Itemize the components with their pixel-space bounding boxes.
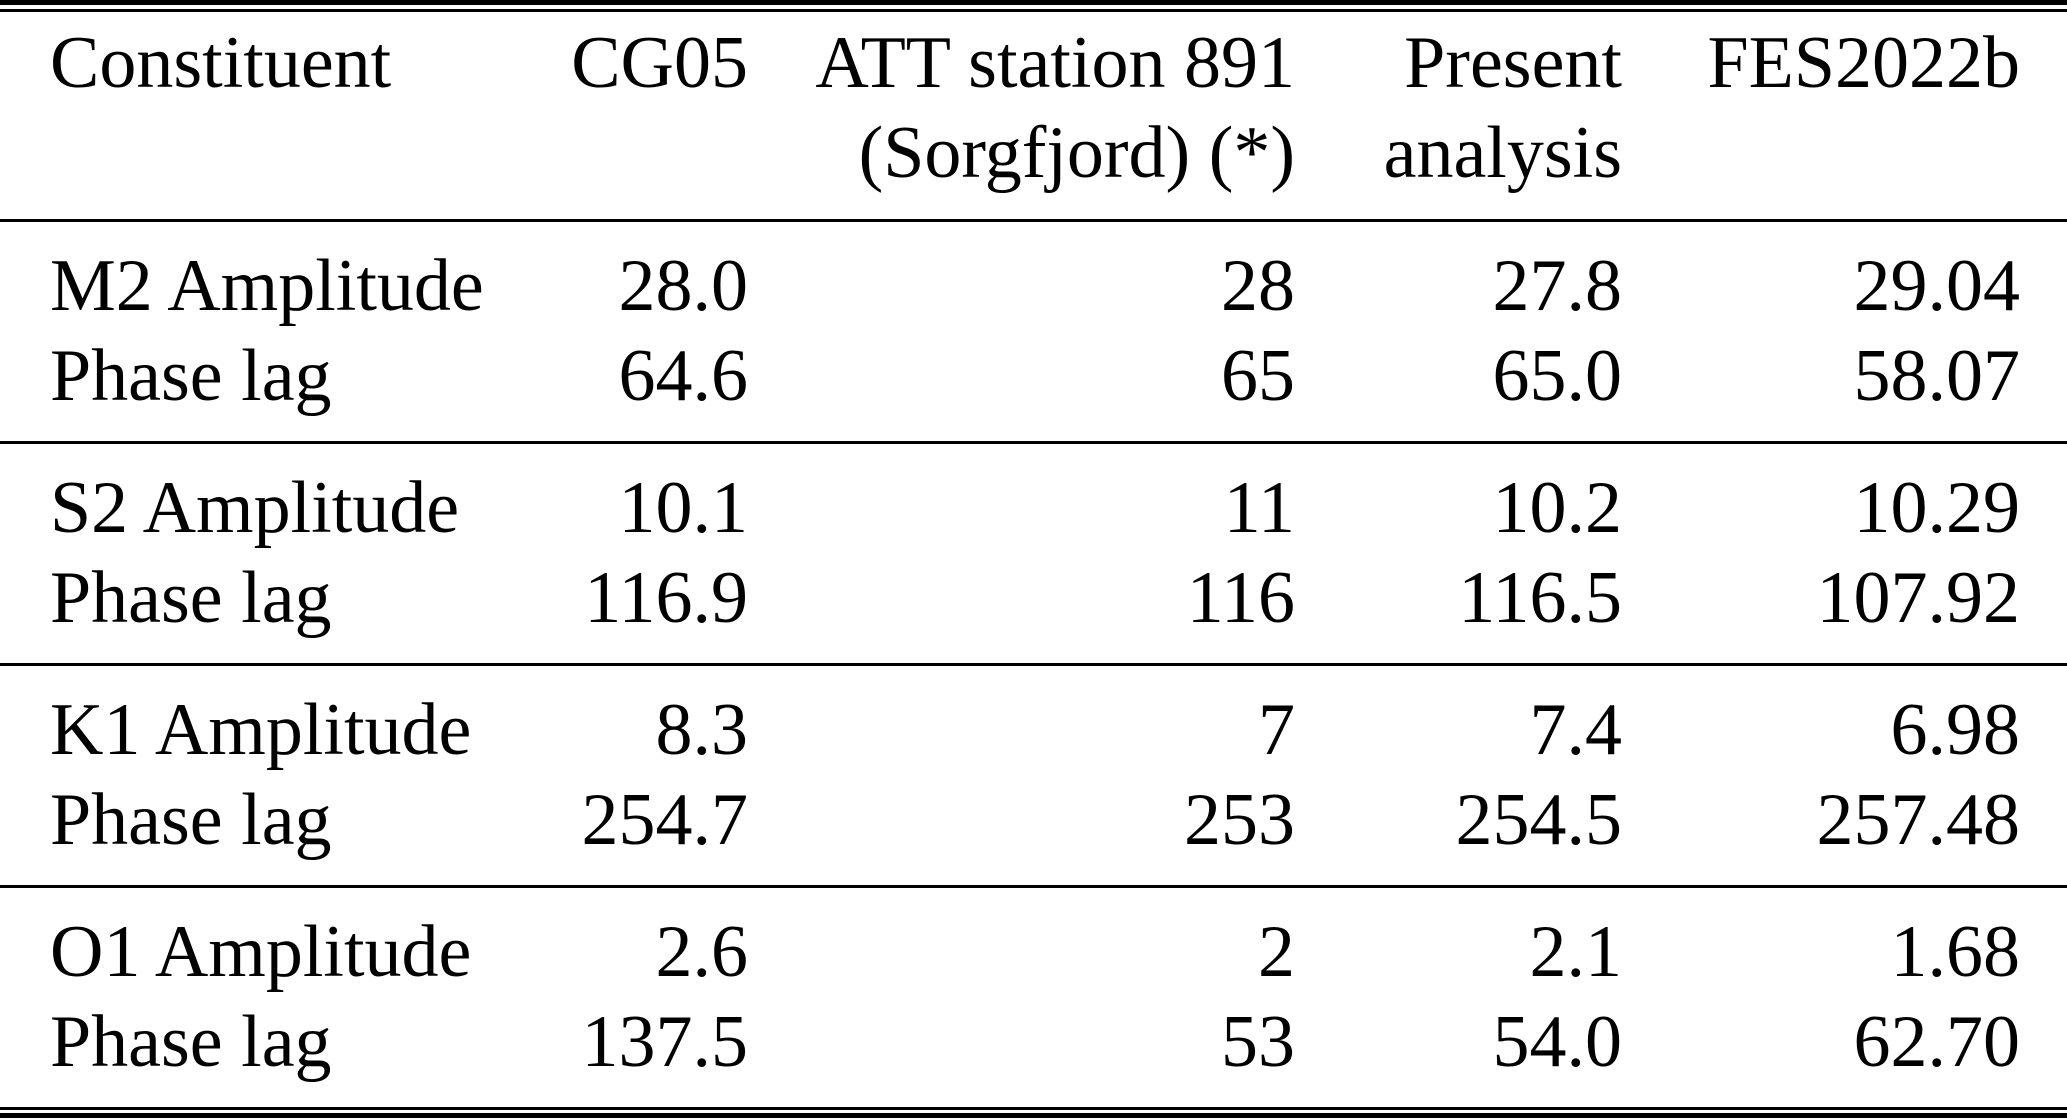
table-row: Phase lag 137.5 53 54.0 62.70 bbox=[0, 997, 2067, 1109]
value-cell: 2.6 bbox=[655, 911, 749, 993]
group-k1: K1 Amplitude 8.3 7 7.4 6.98 Phase lag 25… bbox=[0, 665, 2067, 887]
table-row: Phase lag 254.7 253 254.5 257.48 bbox=[0, 775, 2067, 887]
value-cell: 7 bbox=[1258, 689, 1295, 771]
value-cell: 65.0 bbox=[1492, 335, 1623, 417]
header-label: FES2022b bbox=[1707, 22, 2020, 104]
value-cell: 254.7 bbox=[581, 779, 749, 861]
value-cell: 116 bbox=[1186, 557, 1295, 639]
table-row: K1 Amplitude 8.3 7 7.4 6.98 bbox=[0, 665, 2067, 776]
value-cell: 27.8 bbox=[1492, 245, 1623, 327]
bottom-thick-rule bbox=[0, 1113, 2067, 1118]
row-label-cell: O1 Amplitude bbox=[50, 911, 472, 993]
header-label-line1: Present bbox=[1404, 22, 1622, 104]
value-cell: 11 bbox=[1223, 467, 1295, 549]
value-cell: 1.68 bbox=[1890, 911, 2021, 993]
value-cell: 64.6 bbox=[618, 335, 749, 417]
header-label-line2: (Sorgfjord) (*) bbox=[858, 112, 1295, 194]
group-m2: M2 Amplitude 28.0 28 27.8 29.04 Phase la… bbox=[0, 221, 2067, 443]
header-present-analysis: Present analysis bbox=[1295, 10, 1622, 222]
header-att-station: ATT station 891 (Sorgfjord) (*) bbox=[748, 10, 1295, 222]
row-label-cell: S2 Amplitude bbox=[50, 467, 460, 549]
table-row: M2 Amplitude 28.0 28 27.8 29.04 bbox=[0, 221, 2067, 332]
row-label-cell: Phase lag bbox=[50, 557, 332, 639]
value-cell: 253 bbox=[1184, 779, 1295, 861]
header-row: Constituent CG05 ATT station 891 (Sorgfj… bbox=[0, 10, 2067, 222]
value-cell: 10.1 bbox=[618, 467, 749, 549]
header-label: CG05 bbox=[571, 22, 748, 104]
row-label-cell: M2 Amplitude bbox=[50, 245, 484, 327]
value-cell: 2 bbox=[1258, 911, 1295, 993]
value-cell: 6.98 bbox=[1890, 689, 2021, 771]
row-label-cell: Phase lag bbox=[50, 335, 332, 417]
table-row: O1 Amplitude 2.6 2 2.1 1.68 bbox=[0, 887, 2067, 998]
header-label: Constituent bbox=[50, 22, 392, 104]
value-cell: 2.1 bbox=[1529, 911, 1623, 993]
header-fes2022b: FES2022b bbox=[1622, 10, 2067, 222]
value-cell: 107.92 bbox=[1816, 557, 2021, 639]
value-cell: 54.0 bbox=[1492, 1001, 1623, 1083]
group-s2: S2 Amplitude 10.1 11 10.2 10.29 Phase la… bbox=[0, 443, 2067, 665]
table-header: Constituent CG05 ATT station 891 (Sorgfj… bbox=[0, 10, 2067, 222]
table-row: Phase lag 64.6 65 65.0 58.07 bbox=[0, 331, 2067, 443]
value-cell: 65 bbox=[1221, 335, 1295, 417]
table-row: Phase lag 116.9 116 116.5 107.92 bbox=[0, 553, 2067, 665]
header-constituent: Constituent bbox=[0, 10, 548, 222]
row-label-cell: K1 Amplitude bbox=[50, 689, 472, 771]
value-cell: 62.70 bbox=[1853, 1001, 2021, 1083]
value-cell: 8.3 bbox=[655, 689, 749, 771]
group-o1: O1 Amplitude 2.6 2 2.1 1.68 Phase lag 13… bbox=[0, 887, 2067, 1109]
row-label-cell: Phase lag bbox=[50, 1001, 332, 1083]
value-cell: 10.2 bbox=[1492, 467, 1623, 549]
top-thick-rule bbox=[0, 0, 2067, 5]
value-cell: 116.5 bbox=[1458, 557, 1622, 639]
value-cell: 58.07 bbox=[1853, 335, 2021, 417]
value-cell: 254.5 bbox=[1455, 779, 1623, 861]
value-cell: 137.5 bbox=[581, 1001, 749, 1083]
value-cell: 28 bbox=[1221, 245, 1295, 327]
value-cell: 116.9 bbox=[584, 557, 748, 639]
row-label-cell: Phase lag bbox=[50, 779, 332, 861]
header-cg05: CG05 bbox=[548, 10, 748, 222]
value-cell: 28.0 bbox=[618, 245, 749, 327]
value-cell: 29.04 bbox=[1853, 245, 2021, 327]
header-label-line1: ATT station 891 bbox=[815, 22, 1295, 104]
tide-constituents-table: Constituent CG05 ATT station 891 (Sorgfj… bbox=[0, 9, 2067, 1110]
value-cell: 10.29 bbox=[1853, 467, 2021, 549]
value-cell: 7.4 bbox=[1529, 689, 1623, 771]
header-label-line2: analysis bbox=[1383, 112, 1622, 194]
table-row: S2 Amplitude 10.1 11 10.2 10.29 bbox=[0, 443, 2067, 554]
value-cell: 257.48 bbox=[1816, 779, 2021, 861]
value-cell: 53 bbox=[1221, 1001, 1295, 1083]
